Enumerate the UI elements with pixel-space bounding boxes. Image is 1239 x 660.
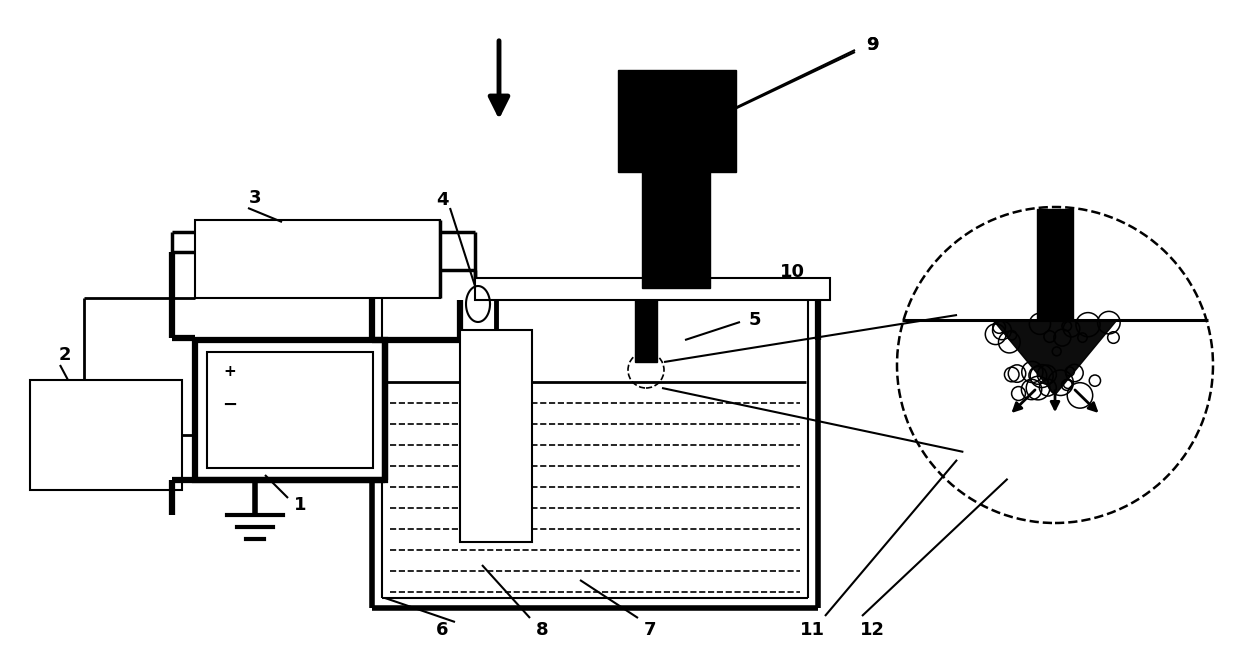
Text: 8: 8: [535, 621, 549, 639]
Polygon shape: [992, 320, 1118, 395]
Bar: [642, 170, 710, 288]
Bar: [195, 220, 440, 298]
Text: +: +: [223, 364, 237, 380]
Bar: [195, 340, 385, 480]
Bar: [475, 278, 830, 300]
Text: 9: 9: [866, 36, 878, 54]
Bar: [636, 300, 657, 362]
Bar: [618, 70, 736, 172]
Text: 4: 4: [436, 191, 449, 209]
Bar: [1037, 209, 1073, 320]
Bar: [30, 380, 182, 490]
Bar: [207, 352, 373, 468]
Text: 6: 6: [436, 621, 449, 639]
Text: 7: 7: [644, 621, 657, 639]
Text: 3: 3: [249, 189, 261, 207]
Text: 2: 2: [58, 346, 72, 364]
Text: 11: 11: [799, 621, 824, 639]
Text: −: −: [223, 396, 238, 414]
Text: 1: 1: [294, 496, 306, 514]
Bar: [460, 330, 532, 542]
Text: 9: 9: [866, 36, 878, 54]
Text: 10: 10: [779, 263, 804, 281]
Text: 5: 5: [748, 311, 761, 329]
Text: 12: 12: [860, 621, 885, 639]
